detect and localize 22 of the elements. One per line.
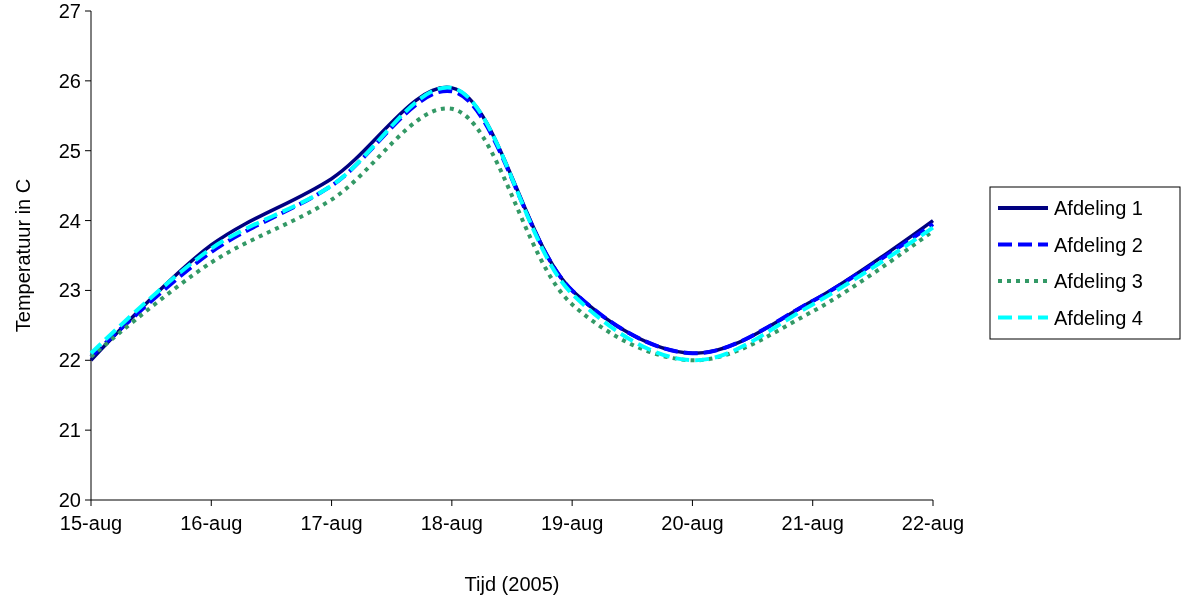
x-tick-label: 15-aug	[59, 512, 123, 534]
y-tick-label: 21	[58, 419, 81, 442]
y-tick-label: 25	[58, 139, 81, 162]
x-tick-label: 22-aug	[901, 512, 965, 534]
x-tick-label: 21-aug	[781, 512, 844, 534]
x-tick-label: 20-aug	[661, 512, 724, 534]
y-tick-label: 24	[58, 209, 81, 232]
legend-label: Afdeling 2	[1054, 233, 1143, 256]
x-tick-label: 18-aug	[420, 512, 483, 534]
x-axis-title: Tijd (2005)	[464, 573, 560, 595]
x-tick-label: 17-aug	[300, 512, 363, 534]
y-tick-label: 20	[58, 489, 81, 511]
legend-label: Afdeling 3	[1054, 270, 1143, 292]
legend-label: Afdeling 1	[1054, 197, 1143, 219]
y-tick-label: 22	[58, 349, 81, 372]
x-tick-label: 19-aug	[541, 512, 604, 534]
legend-label: Afdeling 4	[1054, 306, 1143, 329]
x-tick-label: 16-aug	[180, 512, 243, 534]
y-tick-label: 23	[58, 279, 81, 302]
y-axis-title: Temperatuur in C	[12, 178, 34, 333]
y-tick-label: 27	[58, 0, 81, 22]
y-tick-label: 26	[58, 69, 81, 92]
